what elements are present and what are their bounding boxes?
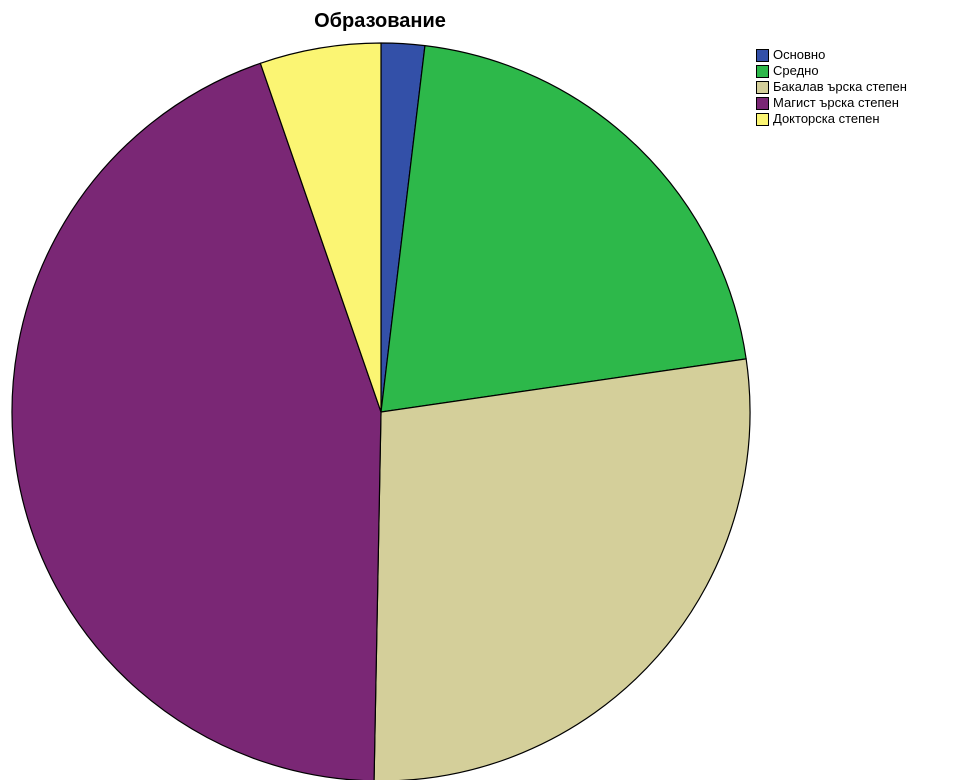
legend-item: Средно: [756, 63, 907, 79]
legend-label: Средно: [773, 63, 819, 78]
legend-swatch: [756, 96, 769, 110]
legend-label: Докторска степен: [773, 111, 880, 126]
legend: Основно Средно Бакалав ърска степен Магист …: [756, 47, 907, 127]
pie-slice-4: [11, 62, 382, 780]
legend-swatch: [756, 80, 769, 94]
pie-slice-5: [259, 42, 382, 413]
pie-slice-2: [380, 45, 747, 413]
legend-item: Бакалав ърска степен: [756, 79, 907, 95]
legend-item: Магист ърска степен: [756, 95, 907, 111]
legend-item: Основно: [756, 47, 907, 63]
legend-swatch: [756, 48, 769, 62]
legend-label: Бакалав ърска степен: [773, 79, 907, 94]
legend-label: Магист ърска степен: [773, 95, 899, 110]
legend-swatch: [756, 112, 769, 126]
legend-swatch: [756, 64, 769, 78]
legend-label: Основно: [773, 47, 826, 62]
legend-item: Докторска степен: [756, 111, 907, 127]
chart-title: Образование: [314, 10, 446, 32]
pie-slice-3: [373, 358, 751, 780]
